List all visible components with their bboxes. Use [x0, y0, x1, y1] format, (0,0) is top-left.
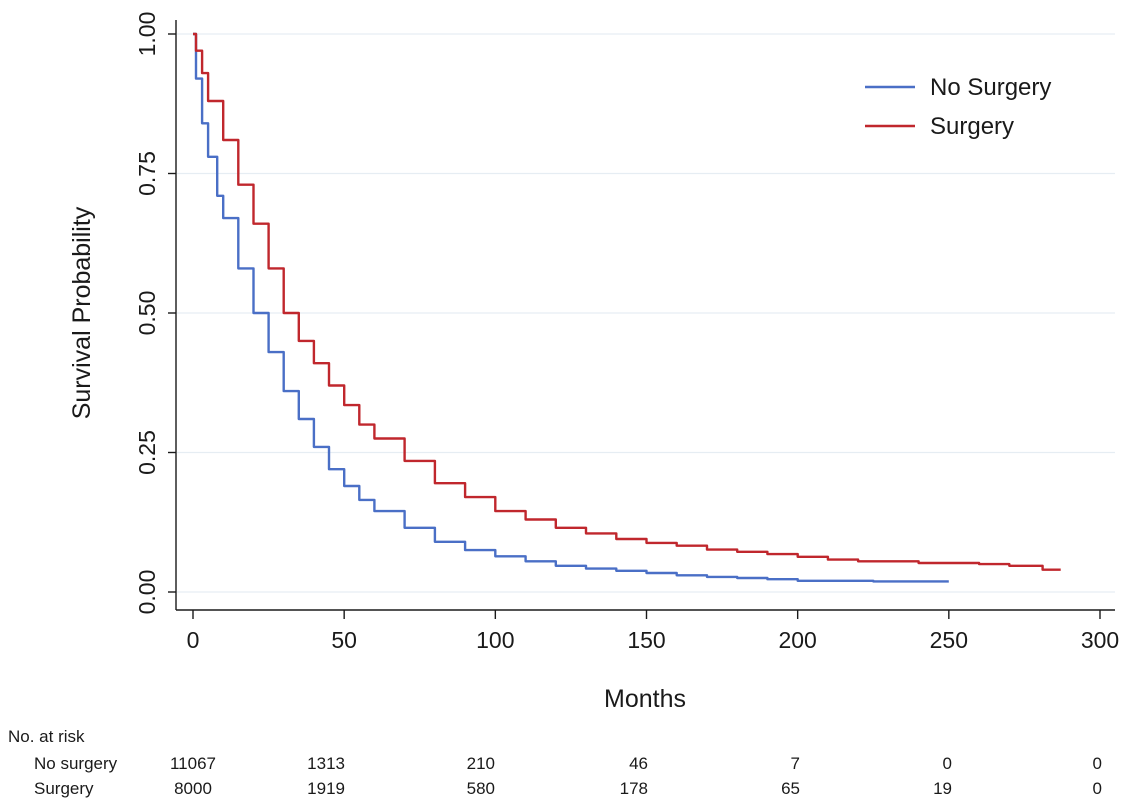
axes: [175, 20, 1115, 611]
risk-value: 1313: [307, 754, 345, 773]
legend-label: Surgery: [930, 113, 1014, 140]
risk-table: No. at risk No surgery 11067 1313 210 46 7 0 0 Su…: [8, 727, 1102, 798]
risk-value: 0: [1093, 779, 1102, 798]
x-tick-label: 150: [627, 627, 665, 653]
y-tick-label: 0.25: [134, 430, 160, 475]
y-tick-label: 0.00: [134, 570, 160, 615]
x-axis-title: Months: [604, 685, 686, 713]
y-tick-label: 1.00: [134, 12, 160, 57]
grid-lines: [177, 33, 1115, 593]
risk-row-label: Surgery: [34, 779, 94, 798]
x-tick-label: 50: [331, 627, 357, 653]
risk-value: 1919: [307, 779, 345, 798]
y-axis-title: Survival Probability: [68, 206, 96, 419]
risk-value: 46: [629, 754, 648, 773]
risk-value: 11067: [170, 754, 216, 773]
series-lines: [193, 32, 1061, 583]
y-tick-label: 0.50: [134, 291, 160, 336]
x-tick-label: 300: [1081, 627, 1119, 653]
risk-row-label: No surgery: [34, 754, 118, 773]
x-ticks: 0 50 100 150 200 250 300: [187, 610, 1119, 653]
x-tick-label: 0: [187, 627, 200, 653]
risk-value: 0: [1093, 754, 1102, 773]
risk-value: 19: [933, 779, 952, 798]
risk-value: 210: [467, 754, 495, 773]
risk-value: 7: [791, 754, 800, 773]
risk-value: 8000: [174, 779, 212, 798]
series-line-surgery: [193, 32, 1061, 571]
risk-value: 65: [781, 779, 800, 798]
y-ticks: 0.00 0.25 0.50 0.75 1.00: [134, 12, 176, 615]
risk-value: 178: [620, 779, 648, 798]
risk-value: 0: [943, 754, 952, 773]
x-tick-label: 200: [778, 627, 816, 653]
legend-label: No Surgery: [930, 74, 1051, 101]
x-tick-label: 250: [930, 627, 968, 653]
series-line-no-surgery: [193, 32, 949, 583]
legend: No Surgery Surgery: [865, 74, 1051, 140]
x-tick-label: 100: [476, 627, 514, 653]
y-tick-label: 0.75: [134, 151, 160, 196]
risk-value: 580: [467, 779, 495, 798]
risk-table-title: No. at risk: [8, 727, 85, 746]
